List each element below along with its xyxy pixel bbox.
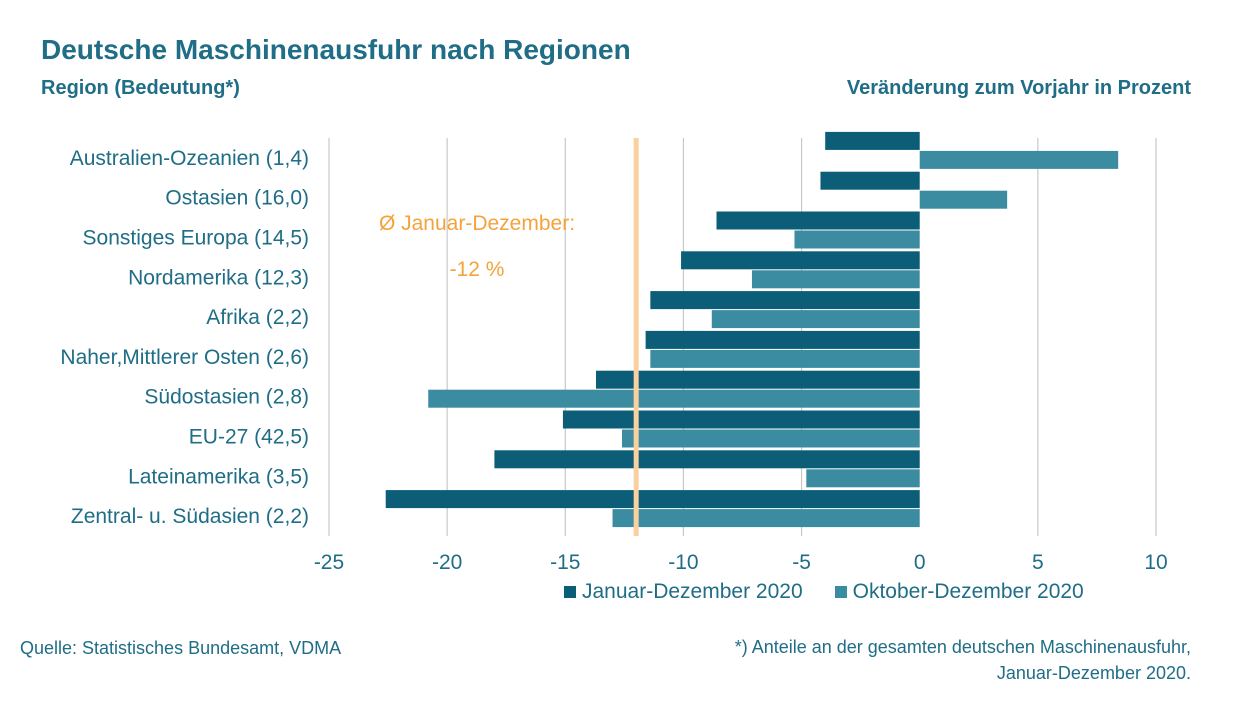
x-tick-label: 5 xyxy=(1032,551,1044,574)
category-label: Sonstiges Europa (14,5) xyxy=(83,227,309,250)
bar-januar-dezember xyxy=(562,410,920,429)
bar-januar-dezember xyxy=(650,291,920,310)
footnote-line-2: Januar-Dezember 2020. xyxy=(996,663,1191,683)
bar-oktober-dezember xyxy=(806,469,920,488)
legend-item-series-2: Oktober-Dezember 2020 xyxy=(834,580,1084,604)
legend-label-series-1: Januar-Dezember 2020 xyxy=(582,580,803,603)
x-tick-label: -25 xyxy=(314,551,344,574)
bar-oktober-dezember xyxy=(428,389,920,408)
x-tick-label: 0 xyxy=(914,551,926,574)
x-tick-label: -10 xyxy=(668,551,698,574)
bar-januar-dezember xyxy=(825,131,920,150)
category-label: Nordamerika (12,3) xyxy=(128,266,309,289)
legend-swatch-series-2 xyxy=(834,586,847,598)
average-annotation-value: -12 % xyxy=(450,258,505,281)
source-note: Quelle: Statistisches Bundesamt, VDMA xyxy=(20,638,342,658)
bar-januar-dezember xyxy=(681,251,920,270)
x-tick-label: -5 xyxy=(792,551,811,574)
bar-januar-dezember xyxy=(645,330,920,349)
category-label: Afrika (2,2) xyxy=(206,306,309,329)
category-label: Naher,Mittlerer Osten (2,6) xyxy=(60,346,309,369)
x-tick-label: -15 xyxy=(550,551,580,574)
bar-oktober-dezember xyxy=(612,509,920,528)
category-label: Lateinamerika (3,5) xyxy=(128,465,309,488)
bar-oktober-dezember xyxy=(794,230,920,249)
category-label: Zentral- u. Südasien (2,2) xyxy=(71,505,309,528)
footnote-line-1: *) Anteile an der gesamten deutschen Mas… xyxy=(734,637,1191,657)
x-tick-label: -20 xyxy=(432,551,462,574)
bar-januar-dezember xyxy=(716,211,920,230)
footnote: *) Anteile an der gesamten deutschen Mas… xyxy=(735,634,1191,686)
x-tick-label: 10 xyxy=(1144,551,1167,574)
bar-oktober-dezember xyxy=(751,270,920,289)
chart-title: Deutsche Maschinenausfuhr nach Regionen xyxy=(41,34,631,65)
bar-oktober-dezember xyxy=(621,429,920,448)
average-annotation-label: Ø Januar-Dezember: xyxy=(379,212,575,235)
legend-item-series-1: Januar-Dezember 2020 xyxy=(564,580,803,604)
legend-swatch-series-1 xyxy=(564,586,576,598)
bar-januar-dezember xyxy=(494,450,920,469)
category-label: Australien-Ozeanien (1,4) xyxy=(70,147,309,170)
legend-label-series-2: Oktober-Dezember 2020 xyxy=(852,580,1084,603)
bar-januar-dezember xyxy=(385,490,920,509)
bar-januar-dezember xyxy=(596,370,920,389)
category-label: EU-27 (42,5) xyxy=(189,426,309,449)
bar-oktober-dezember xyxy=(919,190,1008,209)
right-subtitle: Veränderung zum Vorjahr in Prozent xyxy=(846,77,1191,99)
category-label: Südostasien (2,8) xyxy=(144,386,309,409)
bar-oktober-dezember xyxy=(711,310,920,329)
bar-oktober-dezember xyxy=(919,150,1119,169)
left-subtitle: Region (Bedeutung*) xyxy=(41,77,240,99)
bar-oktober-dezember xyxy=(650,349,920,368)
category-label: Ostasien (16,0) xyxy=(165,187,309,210)
bar-januar-dezember xyxy=(820,171,920,190)
legend: Januar-Dezember 2020 Oktober-Dezember 20… xyxy=(564,580,1084,604)
